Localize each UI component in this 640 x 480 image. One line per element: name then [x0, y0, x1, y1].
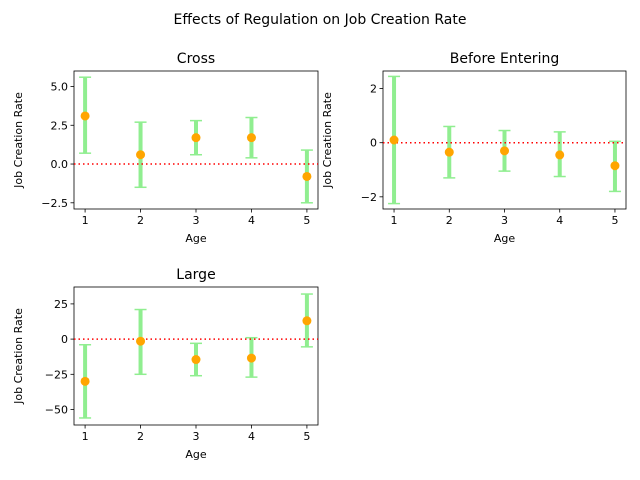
x-tick-label: 3: [501, 214, 508, 227]
x-tick-label: 4: [556, 214, 563, 227]
y-tick-label: 2.5: [51, 119, 69, 132]
figure-title: Effects of Regulation on Job Creation Ra…: [174, 12, 467, 28]
y-tick-label: −50: [45, 404, 68, 417]
y-tick-label: 2: [370, 83, 377, 96]
subplot-title: Before Entering: [450, 51, 559, 67]
y-tick-label: 0.0: [51, 158, 69, 171]
y-tick-label: −25: [45, 368, 68, 381]
data-point: [302, 316, 312, 326]
x-tick-label: 4: [248, 214, 255, 227]
data-point: [500, 146, 509, 156]
data-point: [80, 111, 90, 121]
y-tick-label: −2.5: [41, 197, 68, 210]
data-point: [555, 150, 565, 160]
y-tick-label: 5.0: [51, 81, 69, 94]
y-tick-label: −2: [361, 191, 377, 204]
y-axis-label: Job Creation Rate: [12, 308, 25, 405]
subplot-before-entering: Before Entering 1 2 3 4 5 −2 0 2 Age Job Creation …: [321, 51, 627, 245]
x-tick-label: 4: [248, 430, 255, 443]
data-point: [136, 150, 146, 160]
x-tick-label: 2: [137, 214, 144, 227]
data-point: [191, 133, 201, 143]
x-tick-label: 3: [193, 430, 200, 443]
data-point: [444, 147, 454, 157]
subplot-title: Large: [176, 267, 215, 283]
data-point: [136, 336, 146, 346]
x-tick-label: 5: [303, 214, 310, 227]
data-point: [191, 355, 201, 365]
data-point: [246, 133, 256, 143]
subplot-title: Cross: [177, 51, 215, 67]
y-tick-label: 25: [54, 298, 68, 311]
subplot-cross: Cross 1 2 3 4 5 −2.5 0.0 2.5 5.0 Age Job Creation R…: [12, 51, 319, 245]
x-tick-label: 5: [611, 214, 618, 227]
data-point: [389, 135, 399, 145]
x-tick-label: 2: [446, 214, 453, 227]
data-point: [80, 376, 90, 386]
x-axis-label: Age: [185, 232, 207, 245]
y-tick-label: 0: [61, 333, 68, 346]
x-tick-label: 1: [391, 214, 398, 227]
data-point: [610, 161, 620, 171]
x-tick-label: 1: [82, 214, 89, 227]
x-axis-label: Age: [185, 448, 207, 461]
x-tick-label: 1: [82, 430, 89, 443]
y-axis-label: Job Creation Rate: [12, 92, 25, 189]
x-tick-label: 3: [193, 214, 200, 227]
y-axis-label: Job Creation Rate: [321, 92, 334, 189]
data-point: [302, 171, 312, 181]
subplot-large: Large 1 2 3 4 5 −50 −25 0 25 Age Job Creation Rate: [12, 267, 319, 461]
y-tick-label: 0: [370, 137, 377, 150]
x-axis-label: Age: [494, 232, 516, 245]
x-tick-label: 5: [303, 430, 310, 443]
x-tick-label: 2: [137, 430, 144, 443]
data-point: [246, 353, 256, 363]
